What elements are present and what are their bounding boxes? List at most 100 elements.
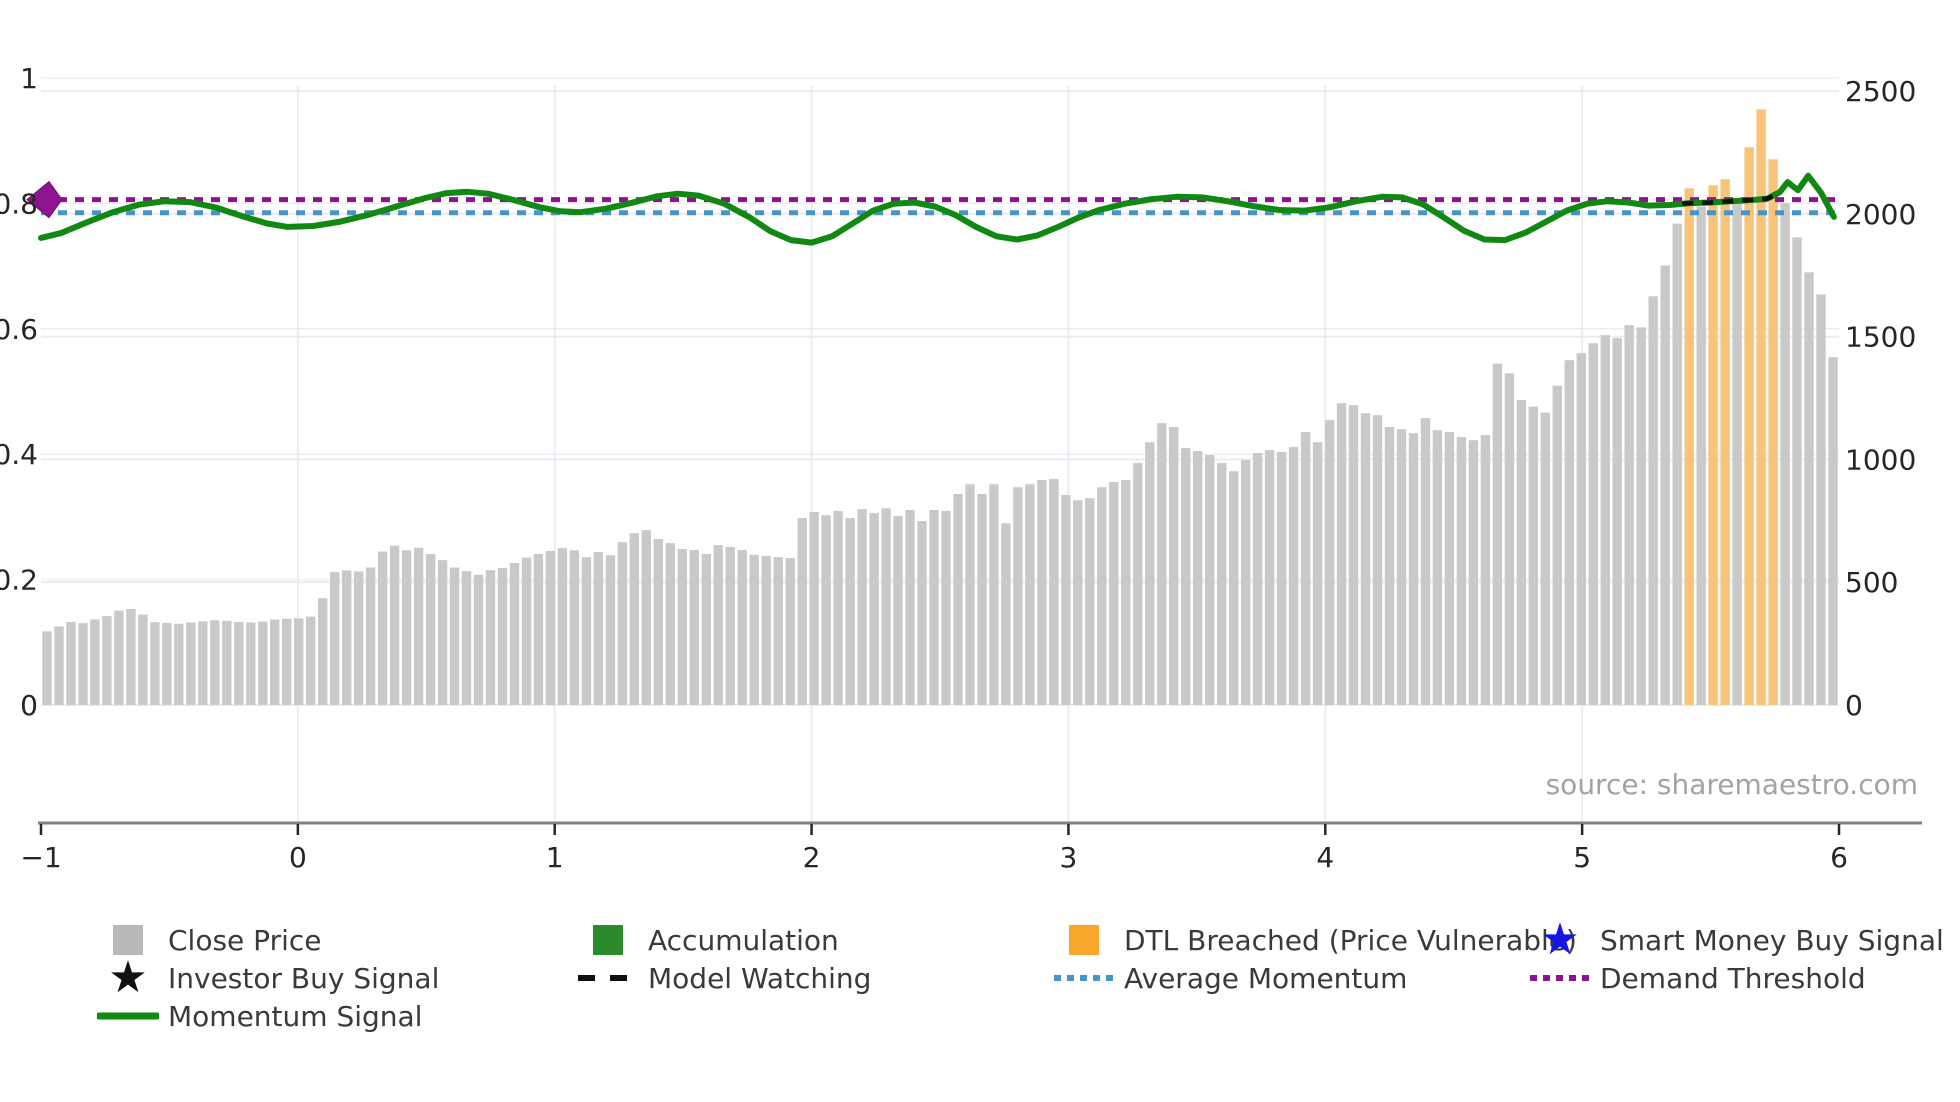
close-price-bar	[330, 572, 340, 705]
signal-lines	[26, 172, 1839, 246]
close-price-bar	[162, 623, 172, 705]
legend-item-momentum-signal: Momentum Signal	[96, 995, 422, 1037]
x-tick-label: 4	[1316, 841, 1334, 874]
model-watching-dashes	[1682, 192, 1778, 206]
close-price-bar	[54, 626, 64, 705]
close-price-bar	[246, 622, 256, 705]
close-price-bar	[713, 545, 723, 705]
close-price-bar	[1109, 482, 1119, 705]
momentum-line	[38, 172, 1837, 246]
legend-item-dtl-breached: DTL Breached (Price Vulnerable)	[1052, 919, 1577, 961]
close-price-bar	[665, 543, 675, 705]
close-price-bar	[1097, 487, 1107, 705]
close-price-bar	[1468, 440, 1479, 705]
close-price-bar	[1336, 403, 1347, 705]
close-price-bar	[929, 510, 939, 705]
close-price-bar	[1013, 487, 1023, 705]
close-price-bar	[1384, 427, 1395, 705]
close-price-bar	[1396, 429, 1407, 705]
x-tick-label: 0	[289, 841, 307, 874]
close-price-bar	[905, 510, 915, 705]
close-price-bar	[461, 571, 472, 705]
close-price-bar	[210, 620, 220, 705]
close-price-bar	[797, 518, 807, 705]
close-price-bar	[1205, 455, 1215, 705]
dtl-breached-bar	[1756, 109, 1766, 705]
dtl-breached-bar	[1720, 179, 1730, 705]
close-price-bar	[773, 557, 783, 705]
close-price-bar	[653, 539, 663, 705]
dtl-breached-bar	[1768, 159, 1778, 706]
close-price-bar	[1121, 480, 1131, 705]
close-price-bar	[186, 622, 196, 705]
y-right-tick-label: 2500	[1845, 75, 1916, 108]
close-price-bar	[737, 550, 747, 705]
y-left-tick-label: 1	[20, 62, 38, 95]
legend-item-demand-threshold: Demand Threshold	[1528, 957, 1866, 999]
legend-label: Average Momentum	[1124, 961, 1408, 995]
close-price-bar	[1672, 223, 1682, 705]
demand-marker-diamond	[26, 180, 63, 219]
close-price-bar	[1636, 327, 1646, 705]
close-price-bar	[1001, 523, 1011, 705]
close-price-bar	[1660, 265, 1670, 705]
close-price-bar	[150, 622, 160, 705]
close-price-bar	[605, 555, 616, 705]
close-price-bar	[353, 571, 364, 705]
close-price-bar	[965, 484, 975, 705]
close-price-bar	[1540, 412, 1550, 705]
close-price-bar	[258, 621, 268, 705]
legend-item-model-watching: Model Watching	[576, 957, 871, 999]
close-price-bar	[1456, 437, 1467, 705]
close-price-bar	[701, 554, 711, 705]
close-price-bar	[761, 555, 771, 705]
close-price-bar	[881, 508, 891, 705]
close-price-bar	[1193, 451, 1203, 705]
legend-item-investor-buy-signal: ★ Investor Buy Signal	[96, 956, 439, 1000]
close-price-bar	[1157, 423, 1167, 705]
black-dashed-line-icon	[576, 957, 640, 999]
close-price-bar	[1264, 450, 1275, 705]
close-price-bar	[198, 621, 208, 705]
close-price-bar	[282, 618, 292, 705]
x-tick-label: 6	[1830, 841, 1848, 874]
purple-dotted-line-icon	[1528, 957, 1592, 999]
y-left-tick-label: 0	[20, 689, 38, 722]
close-price-bar	[1288, 447, 1299, 705]
close-price-bar	[1181, 448, 1191, 705]
close-price-bar	[1348, 405, 1359, 705]
close-price-bar	[485, 570, 496, 705]
y-right-tick-label: 1000	[1845, 443, 1916, 476]
close-price-bar	[102, 616, 112, 705]
close-price-bar	[174, 623, 184, 705]
close-price-bar	[234, 622, 244, 705]
close-price-bar	[845, 518, 855, 705]
close-price-bar	[1324, 420, 1335, 705]
close-price-bar	[509, 563, 520, 705]
close-price-bar	[677, 549, 687, 705]
close-price-bar	[1073, 500, 1083, 705]
dtl-breached-swatch-icon	[1052, 919, 1116, 961]
close-price-bar	[90, 619, 100, 705]
close-price-bar	[294, 618, 304, 705]
y-left-tick-label: 0.8	[0, 187, 38, 220]
close-price-bar	[1588, 343, 1598, 705]
close-price-bar	[893, 516, 903, 705]
close-price-bar	[953, 494, 963, 705]
close-price-bar	[1312, 442, 1323, 705]
close-price-bar	[617, 542, 628, 705]
legend-item-close-price: Close Price	[96, 919, 321, 961]
close-price-bar	[1624, 325, 1634, 705]
close-price-bar	[1037, 480, 1047, 705]
close-price-bar	[1252, 453, 1263, 705]
y-right-tick-label: 1500	[1845, 321, 1916, 354]
close-price-bar	[1804, 272, 1814, 705]
y-left-tick-label: 0.4	[0, 438, 38, 471]
close-price-bar	[1828, 357, 1838, 705]
close-price-bar	[593, 552, 604, 705]
close-price-bar	[989, 484, 999, 705]
close-price-bar	[689, 550, 699, 705]
close-price-bar	[1049, 479, 1059, 705]
close-price-bar	[1420, 418, 1431, 705]
